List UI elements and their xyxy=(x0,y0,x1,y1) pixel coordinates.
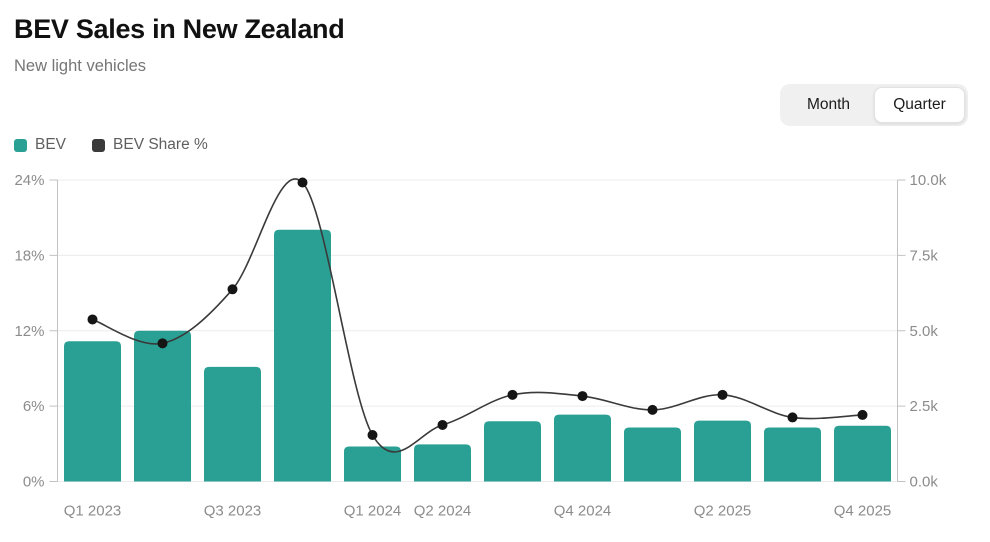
toggle-quarter-button[interactable]: Quarter xyxy=(874,87,965,123)
right-axis-label: 10.0k xyxy=(910,172,947,189)
chart-svg: 0% 0.0k 6% 2.5k 12% 5.0k 18% 7.5k 24% 10.0k Q1 202… xyxy=(14,172,947,520)
x-axis-label: Q4 2024 xyxy=(554,503,612,520)
point-q2-2024[interactable] xyxy=(437,419,448,430)
bar-q1-2025[interactable] xyxy=(624,427,681,482)
bar-q2-2025[interactable] xyxy=(694,420,751,482)
point-q4-2025[interactable] xyxy=(857,409,868,420)
legend-item-bev[interactable]: BEV xyxy=(14,136,66,154)
bar-q3-2023[interactable] xyxy=(204,366,261,482)
bar-q3-2024[interactable] xyxy=(484,421,541,482)
bar-q4-2024[interactable] xyxy=(554,414,611,482)
right-axis-label: 2.5k xyxy=(910,398,939,415)
left-axis-label: 24% xyxy=(14,172,44,189)
interval-toggle: Month Quarter xyxy=(780,84,968,126)
right-axis-label: 5.0k xyxy=(910,323,939,340)
point-q4-2023[interactable] xyxy=(297,177,308,188)
legend-item-bev-share[interactable]: BEV Share % xyxy=(92,136,208,154)
left-axis-label: 18% xyxy=(14,247,44,264)
right-axis-label: 7.5k xyxy=(910,247,939,264)
point-q3-2024[interactable] xyxy=(507,389,518,400)
x-axis-label: Q2 2024 xyxy=(414,503,472,520)
x-axis-label: Q1 2023 xyxy=(64,503,122,520)
point-q1-2023[interactable] xyxy=(87,314,98,325)
bev-swatch-icon xyxy=(14,138,27,152)
point-q3-2023[interactable] xyxy=(227,284,238,295)
bar-q2-2024[interactable] xyxy=(414,444,471,482)
x-axis-label: Q1 2024 xyxy=(344,503,402,520)
page-subtitle: New light vehicles xyxy=(14,57,147,75)
right-axis-label: 0.0k xyxy=(910,474,939,491)
point-q4-2024[interactable] xyxy=(577,391,588,402)
point-q2-2025[interactable] xyxy=(717,389,728,400)
x-axis-label: Q3 2023 xyxy=(204,503,262,520)
left-axis-label: 6% xyxy=(23,398,45,415)
legend-label-bev: BEV xyxy=(35,136,67,153)
x-axis-label: Q4 2025 xyxy=(834,503,892,520)
legend-label-bev-share: BEV Share % xyxy=(113,136,208,153)
point-q3-2025[interactable] xyxy=(787,412,798,423)
bev-share-swatch-icon xyxy=(92,138,106,152)
left-axis-label: 12% xyxy=(14,323,44,340)
toggle-month-button[interactable]: Month xyxy=(806,96,851,113)
point-q1-2025[interactable] xyxy=(647,404,658,415)
bar-q1-2023[interactable] xyxy=(64,341,121,482)
point-q1-2024[interactable] xyxy=(367,430,378,441)
point-q2-2023[interactable] xyxy=(157,338,168,349)
bar-q2-2023[interactable] xyxy=(134,330,191,482)
page-title: BEV Sales in New Zealand xyxy=(14,14,345,44)
x-axis-label: Q2 2025 xyxy=(694,503,752,520)
bar-q1-2024[interactable] xyxy=(344,446,401,482)
bar-q4-2023[interactable] xyxy=(274,229,331,482)
chart-legend: BEV BEV Share % xyxy=(14,136,208,154)
bar-q4-2025[interactable] xyxy=(834,425,891,482)
bar-q3-2025[interactable] xyxy=(764,427,821,482)
chart-area: 0% 0.0k 6% 2.5k 12% 5.0k 18% 7.5k 24% 10.0k Q1 202… xyxy=(0,160,990,542)
left-axis-label: 0% xyxy=(23,474,45,491)
